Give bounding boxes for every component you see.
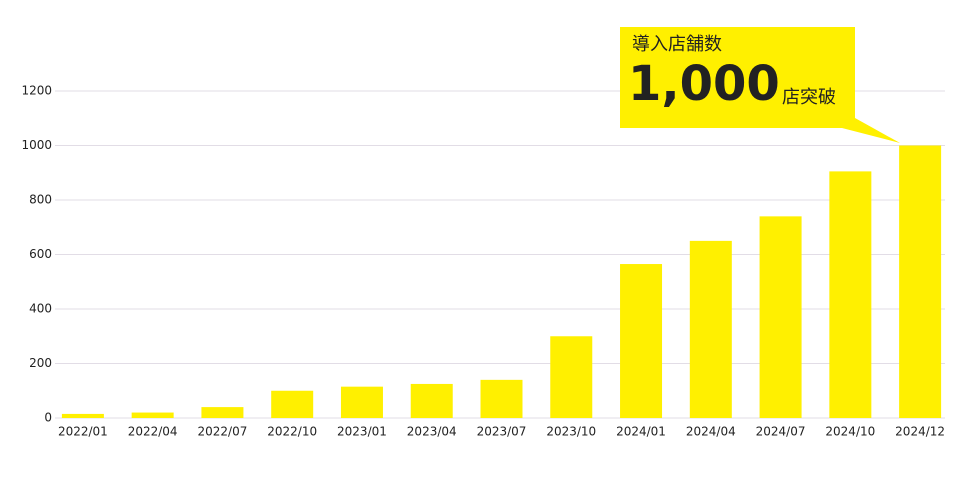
- y-tick-label: 1000: [21, 138, 52, 152]
- bar: [480, 379, 523, 418]
- bar: [759, 216, 802, 418]
- x-tick-label: 2022/07: [197, 425, 247, 439]
- bar: [689, 240, 732, 418]
- y-tick-label: 200: [29, 356, 52, 370]
- x-tick-label: 2024/12: [895, 425, 945, 439]
- x-tick-label: 2024/07: [756, 425, 806, 439]
- bar: [829, 171, 872, 418]
- y-tick-label: 400: [29, 302, 52, 316]
- bar: [61, 413, 104, 418]
- bar: [131, 412, 174, 418]
- bar: [410, 383, 453, 418]
- bar: [550, 336, 593, 418]
- y-tick-label: 800: [29, 193, 52, 207]
- x-tick-label: 2024/04: [686, 425, 736, 439]
- x-tick-label: 2023/04: [407, 425, 457, 439]
- y-tick-label: 1200: [21, 84, 52, 98]
- x-tick-label: 2023/10: [546, 425, 596, 439]
- x-tick-label: 2023/07: [477, 425, 527, 439]
- callout-number: 1,000: [628, 56, 780, 112]
- callout-box: [620, 27, 900, 143]
- x-tick-label: 2022/04: [128, 425, 178, 439]
- bar: [620, 264, 663, 418]
- y-tick-label: 600: [29, 247, 52, 261]
- callout-label: 導入店舗数: [632, 34, 722, 55]
- bar: [201, 407, 244, 418]
- callout-suffix: 店突破: [782, 87, 836, 108]
- y-tick-label: 0: [44, 411, 52, 425]
- x-tick-label: 2024/10: [825, 425, 875, 439]
- bar: [340, 386, 383, 418]
- x-tick-label: 2022/10: [267, 425, 317, 439]
- x-tick-label: 2024/01: [616, 425, 666, 439]
- x-tick-label: 2022/01: [58, 425, 108, 439]
- x-tick-label: 2023/01: [337, 425, 387, 439]
- bar: [271, 390, 314, 418]
- bar: [899, 145, 942, 418]
